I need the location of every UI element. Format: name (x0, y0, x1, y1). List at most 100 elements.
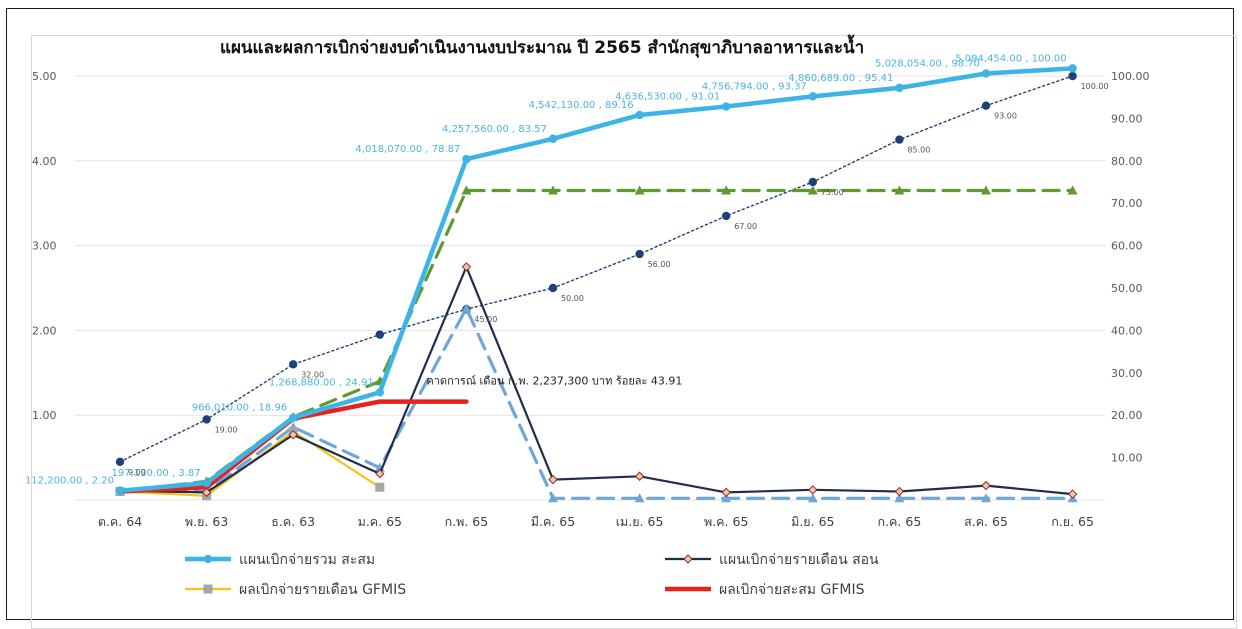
series-point-0 (289, 413, 298, 422)
annotation-label: คาดการณ์ เดือน ก.พ. 2,237,300 บาท ร้อยละ… (426, 374, 682, 387)
series-point-6 (721, 493, 732, 503)
data-label: 93.00 (994, 112, 1017, 121)
series-point-0 (808, 92, 817, 101)
y-left-tick-label: 4.00 (32, 155, 57, 168)
series-point-0 (375, 388, 384, 397)
series-point-0 (981, 69, 991, 78)
series-point-1 (981, 480, 991, 491)
series-point-5 (894, 185, 905, 195)
data-label: 4,860,689.00 , 95.41 (788, 73, 893, 84)
legend-marker (203, 554, 213, 564)
data-label: 5,028,054.00 , 98.70 (875, 58, 980, 69)
data-label: 50.00 (561, 294, 584, 303)
data-label: 4,636,530.00 , 91.01 (615, 92, 720, 103)
series-point-5 (807, 185, 818, 195)
data-label: 4,756,794.00 , 93.37 (702, 81, 807, 92)
series-point-6 (807, 493, 818, 503)
series-point-5 (721, 185, 732, 195)
series-point-4 (375, 330, 384, 339)
y-right-tick-label: 40.00 (1111, 324, 1143, 337)
series-point-5 (1067, 185, 1078, 195)
series-point-6 (461, 303, 472, 313)
y-right-tick-label: 10.00 (1111, 452, 1143, 465)
data-label: 56.00 (648, 260, 671, 269)
x-tick-label: ก.ย. 65 (1051, 514, 1094, 529)
x-tick-label: พ.ย. 63 (185, 514, 228, 529)
y-right-tick-label: 70.00 (1111, 197, 1143, 210)
x-tick-label: ต.ค. 64 (98, 514, 142, 529)
x-tick-label: ส.ค. 65 (964, 514, 1008, 529)
data-label: 9.00 (128, 468, 146, 477)
series-point-5 (981, 185, 991, 195)
data-label: 966,010.00 , 18.96 (192, 403, 287, 414)
series-point-0 (895, 83, 904, 93)
x-tick-label: ก.พ. 65 (445, 514, 489, 529)
series-point-1 (634, 471, 645, 481)
series-line-1 (118, 265, 1074, 496)
data-label: 45.00 (474, 315, 497, 324)
data-label: 4,257,560.00 , 83.57 (442, 124, 547, 135)
data-label: 100.00 (1081, 82, 1109, 91)
x-tick-label: มิ.ย. 65 (791, 514, 834, 529)
y-right-tick-label: 30.00 (1111, 367, 1143, 380)
series-point-1 (808, 485, 818, 495)
y-left-tick-label: 2.00 (32, 324, 57, 337)
series-point-4 (115, 457, 125, 467)
y-right-tick-label: 50.00 (1111, 282, 1143, 295)
legend-marker (683, 554, 693, 564)
series-point-1 (1067, 489, 1078, 499)
series-point-1 (375, 469, 385, 479)
series-point-6 (548, 493, 558, 503)
series-line-5 (118, 188, 1075, 494)
data-label: 4,542,130.00 , 89.16 (529, 100, 634, 111)
data-label: 32.00 (301, 370, 324, 379)
series-point-4 (289, 360, 298, 369)
data-label: 1,268,880.00 , 24.91 (269, 377, 374, 388)
y-left-tick-label: 5.00 (32, 70, 57, 83)
series-point-6 (894, 493, 905, 503)
chart-title: แผนและผลการเบิกจ่ายงบดำเนินงานงบประมาณ ป… (220, 38, 865, 58)
series-point-4 (895, 135, 904, 144)
y-right-tick-label: 100.00 (1111, 70, 1150, 83)
data-label: 112,200.00 , 2.20 (25, 476, 114, 487)
legend-label: ผลเบิกจ่ายสะสม GFMIS (719, 582, 865, 598)
data-label: 85.00 (907, 146, 930, 155)
series-point-2 (375, 482, 385, 492)
series-point-1 (894, 486, 905, 497)
series-point-0 (548, 134, 558, 143)
legend-label: แผนเบิกจ่ายรวม สะสม (239, 552, 375, 568)
y-right-tick-label: 80.00 (1111, 155, 1143, 168)
data-label: 67.00 (734, 222, 757, 231)
series-point-6 (981, 493, 991, 503)
series-point-5 (548, 185, 558, 195)
series-point-4 (202, 415, 211, 424)
series-point-5 (634, 185, 645, 195)
x-tick-label: ก.ค. 65 (878, 514, 922, 529)
series-point-4 (981, 101, 991, 110)
series-point-0 (462, 154, 471, 164)
data-label: 4,018,070.00 , 78.87 (355, 144, 460, 155)
series-point-4 (808, 177, 817, 187)
x-tick-label: มี.ค. 65 (531, 514, 575, 529)
x-tick-label: ธ.ค. 63 (271, 514, 315, 529)
series-point-1 (288, 429, 298, 440)
x-tick-label: เม.ย. 65 (616, 514, 664, 529)
series-point-4 (722, 211, 731, 221)
data-label: 75.00 (821, 188, 844, 197)
series-point-1 (461, 262, 472, 272)
x-tick-label: ม.ค. 65 (358, 514, 402, 529)
series-line-0 (117, 66, 1075, 493)
y-right-tick-label: 90.00 (1111, 112, 1143, 125)
y-left-tick-label: 1.00 (32, 409, 57, 422)
series-point-4 (635, 249, 644, 259)
series-point-1 (548, 474, 558, 485)
x-tick-label: พ.ค. 65 (704, 514, 748, 529)
y-left-tick-label: 3.00 (32, 240, 57, 253)
series-point-4 (1068, 71, 1077, 81)
series-point-1 (201, 487, 212, 498)
series-point-0 (722, 102, 731, 111)
series-point-1 (721, 487, 731, 498)
series-point-0 (635, 110, 644, 120)
series-point-0 (115, 486, 125, 495)
